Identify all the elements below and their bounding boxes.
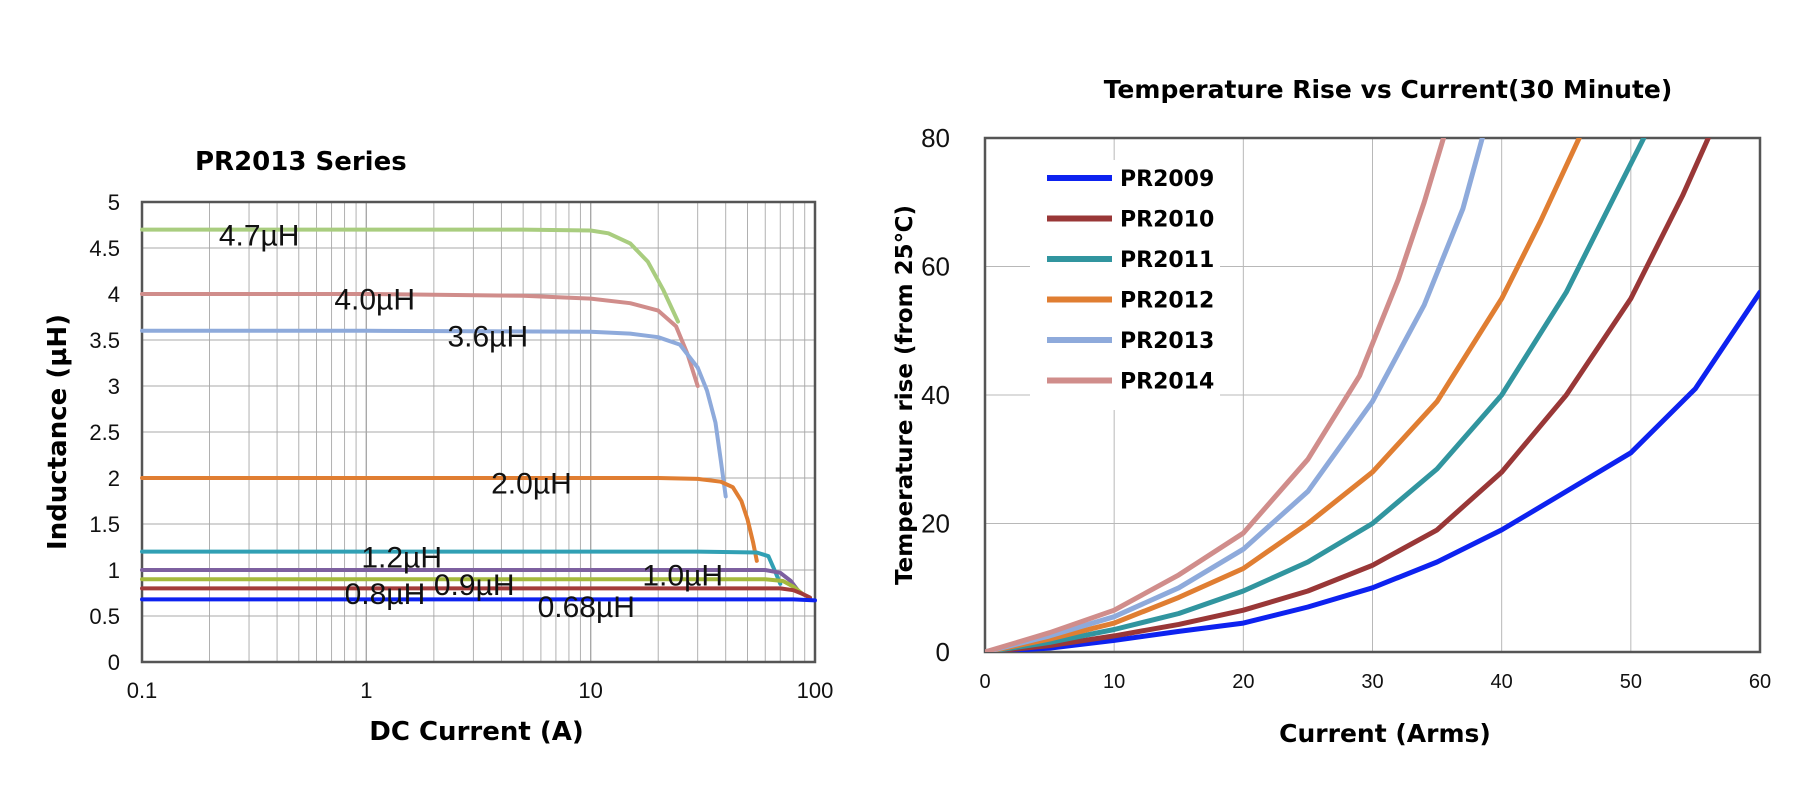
y-tick-label: 3.5 (89, 328, 120, 353)
y-axis-label: Inductance (µH) (43, 314, 73, 550)
x-tick-label: 30 (1361, 671, 1383, 693)
x-tick-label: 10 (1103, 671, 1125, 693)
x-tick-label: 60 (1749, 671, 1771, 693)
x-tick-label: 40 (1491, 671, 1513, 693)
x-tick-label: 0 (979, 671, 990, 693)
series-line-0.9µH (140, 577, 805, 596)
series-label: 0.68µH (538, 591, 635, 624)
series-label: 4.7µH (219, 219, 300, 252)
plot-frame (983, 136, 1762, 654)
series-label: 1.2µH (361, 541, 442, 574)
series-line-0.68µH (140, 597, 817, 603)
y-tick-label: 2.5 (89, 420, 120, 445)
x-tick-label: 1 (360, 678, 372, 703)
series-line-PR2009 (985, 289, 1760, 652)
series-label: 0.8µH (345, 578, 426, 611)
temperature-rise-chart: PR2009 PR2010 PR2011 PR2012 PR2013 PR2014 0 20 4… (892, 75, 1771, 748)
y-tick-label: 4.5 (89, 236, 120, 261)
y-axis-label: Temperature rise (from 25℃) (892, 205, 918, 585)
legend-box (1030, 160, 1220, 410)
chart-title: PR2013 Series (195, 147, 407, 177)
series-label: 2.0µH (491, 468, 572, 501)
legend-label: PR2012 (1120, 289, 1214, 314)
series-line-PR2012 (985, 138, 1582, 652)
series-line-2.0µH (140, 476, 759, 563)
y-tick-label: 20 (921, 509, 950, 539)
series-line-PR2011 (985, 138, 1647, 652)
x-tick-label: 10 (578, 678, 602, 703)
y-tick-label: 1 (108, 558, 120, 583)
series-line-3.6µH (140, 328, 728, 499)
inductance-chart: 4.7µH 4.0µH 3.6µH 2.0µH 1.2µH 1.0µH 0.9µH0.8µH… (43, 147, 833, 747)
series-label: 0.9µH (434, 569, 515, 602)
chart-title: Temperature Rise vs Current(30 Minute) (1104, 75, 1673, 104)
legend-label: PR2010 (1120, 208, 1214, 233)
plot-frame (140, 200, 817, 664)
series-line-PR2013 (985, 138, 1485, 652)
x-tick-label: 50 (1620, 671, 1642, 693)
legend-label: PR2009 (1120, 167, 1214, 192)
legend-label: PR2013 (1120, 329, 1214, 354)
series-label: 4.0µH (334, 284, 415, 317)
x-tick-label: 0.1 (127, 678, 158, 703)
series-line-1.2µH (140, 549, 783, 586)
series-label: 3.6µH (447, 320, 528, 353)
y-tick-label: 40 (921, 380, 950, 410)
x-axis-label: Current (Arms) (1279, 719, 1491, 748)
y-tick-label: 60 (921, 252, 950, 282)
y-tick-label: 1.5 (89, 512, 120, 537)
y-tick-label: 2 (108, 466, 120, 491)
y-tick-label: 80 (921, 123, 950, 153)
y-tick-label: 0.5 (89, 604, 120, 629)
series-line-0.8µH (140, 586, 812, 600)
x-tick-label: 100 (797, 678, 834, 703)
y-tick-label: 5 (108, 190, 120, 215)
series-line-4.7µH (140, 227, 680, 324)
series-line-PR2014 (985, 138, 1446, 652)
series-line-PR2010 (985, 138, 1711, 652)
x-axis-label: DC Current (A) (369, 717, 583, 747)
legend-label: PR2011 (1120, 248, 1214, 273)
y-tick-label: 4 (108, 282, 120, 307)
x-tick-label: 20 (1232, 671, 1254, 693)
y-tick-label: 3 (108, 374, 120, 399)
series-label: 1.0µH (642, 560, 723, 593)
y-tick-label: 0 (108, 650, 120, 675)
y-tick-label: 0 (936, 637, 950, 667)
legend-label: PR2014 (1120, 370, 1214, 395)
series-line-1.0µH (140, 568, 802, 595)
series-line-4.0µH (140, 292, 700, 388)
